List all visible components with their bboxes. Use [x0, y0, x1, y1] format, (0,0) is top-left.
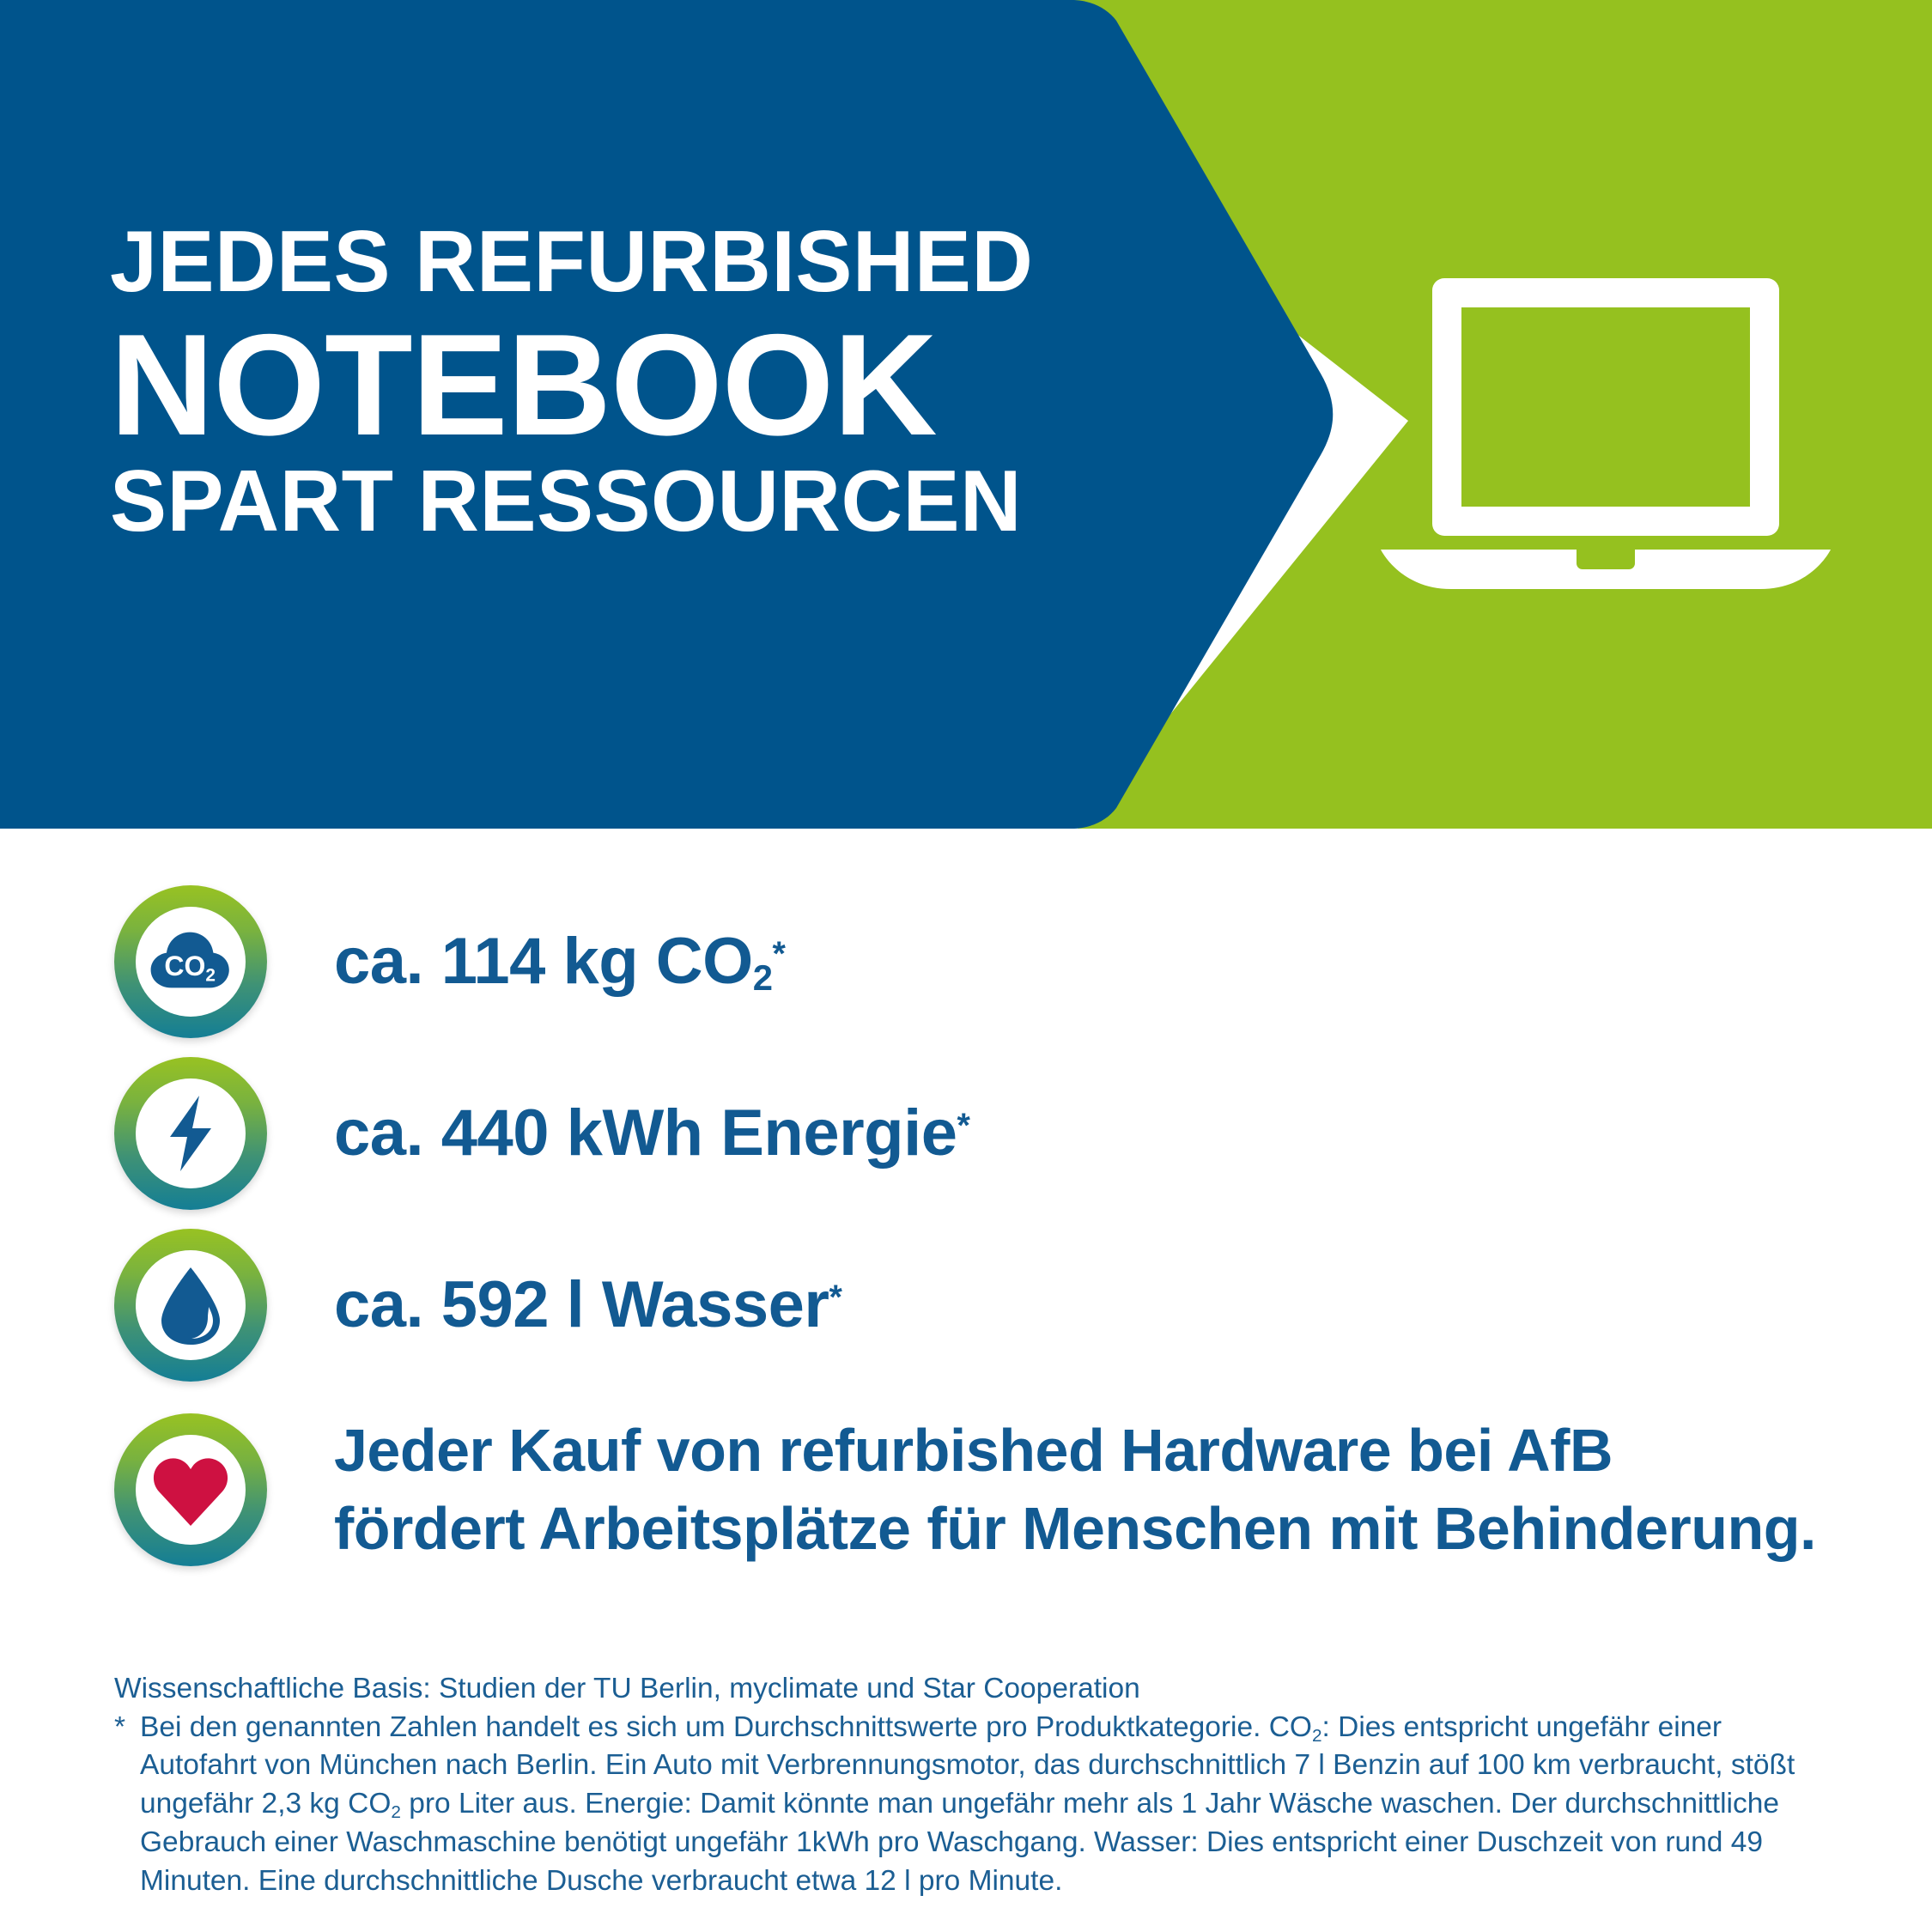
co2-subscript: 2 — [752, 957, 773, 999]
stats-list: CO2 ca. 114 kg CO2* ca. 440 kWh Energie* — [0, 876, 1932, 1589]
badge-co2: CO2 — [114, 885, 267, 1038]
headline-line-3: SPART RESSOURCEN — [110, 453, 1022, 550]
stat-value-co2: ca. 114 kg CO — [334, 925, 753, 998]
footnote-asterisk-block: * Bei den genannten Zahlen handelt es si… — [114, 1709, 1827, 1901]
footnote-sub-1: 2 — [1311, 1725, 1322, 1746]
water-drop-icon — [149, 1264, 232, 1346]
header-shapes — [0, 0, 1932, 829]
stat-label-energy: ca. 440 kWh Energie* — [334, 1101, 970, 1166]
badge-energy — [114, 1057, 267, 1210]
social-line-1: Jeder Kauf von refurbished Hardware bei … — [334, 1417, 1613, 1484]
footnote-source: Wissenschaftliche Basis: Studien der TU … — [114, 1673, 1140, 1704]
blue-chevron-panel — [0, 0, 1334, 829]
footnote-sub-2: 2 — [391, 1802, 401, 1823]
green-panel — [867, 0, 1932, 829]
page-title: JEDES REFURBISHED NOTEBOOK SPART RESSOUR… — [110, 219, 1226, 545]
co2-cloud-icon: CO2 — [149, 920, 232, 1003]
headline-line-2: NOTEBOOK — [110, 304, 938, 465]
stat-label-social: Jeder Kauf von refurbished Hardware bei … — [334, 1412, 1932, 1568]
footnote-part-3: pro Liter aus. Energie: Damit könnte man… — [140, 1788, 1779, 1897]
stat-label-water: ca. 592 l Wasser* — [334, 1273, 842, 1338]
laptop-icon — [1374, 273, 1838, 591]
footnote-part-1: Bei den genannten Zahlen handelt es sich… — [140, 1710, 1312, 1743]
footnote-body: Bei den genannten Zahlen handelt es sich… — [140, 1709, 1827, 1901]
stat-row-water: ca. 592 l Wasser* — [0, 1219, 1932, 1391]
lightning-bolt-icon — [149, 1092, 232, 1175]
stat-value-energy: ca. 440 kWh Energie — [334, 1097, 957, 1170]
footnote-part-2: : Dies entspricht ungefähr einer Autofah… — [140, 1710, 1795, 1820]
stat-label-co2: ca. 114 kg CO2* — [334, 929, 786, 996]
footnote-marker: * — [829, 1279, 842, 1317]
stat-value-water: ca. 592 l Wasser — [334, 1268, 829, 1341]
header-band — [0, 0, 1932, 829]
stat-row-social: Jeder Kauf von refurbished Hardware bei … — [0, 1391, 1932, 1589]
stat-row-co2: CO2 ca. 114 kg CO2* — [0, 876, 1932, 1048]
stat-row-energy: ca. 440 kWh Energie* — [0, 1048, 1932, 1219]
badge-social — [114, 1413, 267, 1566]
footnotes: Wissenschaftliche Basis: Studien der TU … — [114, 1670, 1827, 1900]
footnote-asterisk: * — [114, 1710, 126, 1743]
badge-water — [114, 1229, 267, 1382]
heart-icon — [149, 1449, 232, 1531]
footnote-marker: * — [772, 935, 786, 974]
headline-line-1: JEDES REFURBISHED — [110, 214, 1034, 310]
social-line-2: fördert Arbeitsplätze für Menschen mit B… — [334, 1495, 1816, 1562]
footnote-marker: * — [957, 1107, 970, 1145]
